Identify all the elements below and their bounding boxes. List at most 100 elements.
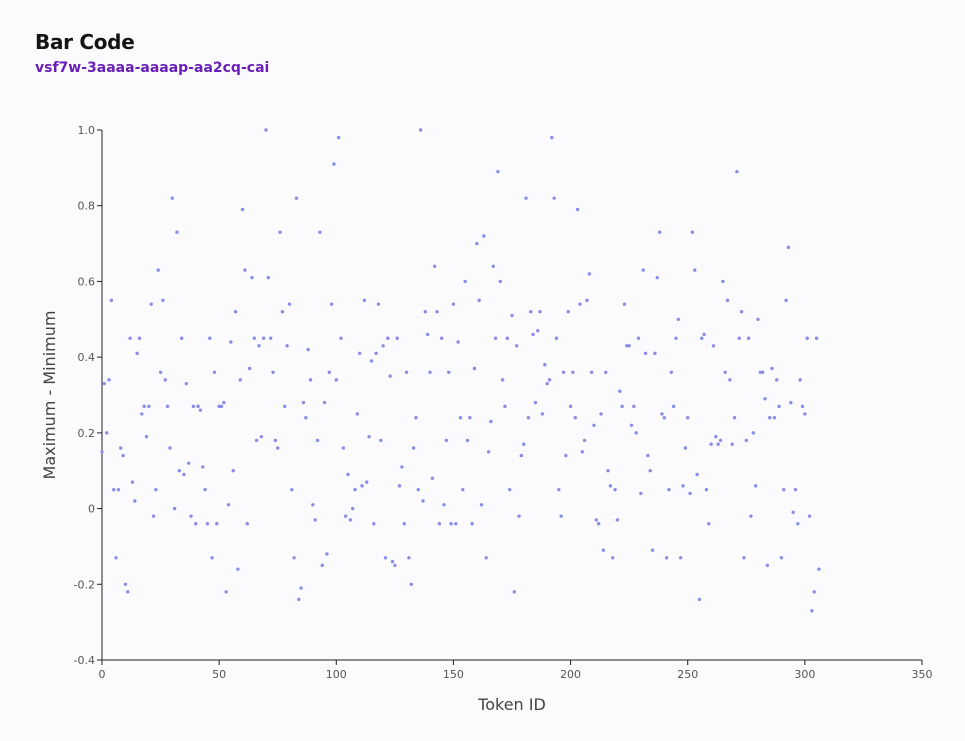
data-point xyxy=(524,196,528,200)
data-point xyxy=(346,472,350,477)
data-point xyxy=(578,302,582,306)
data-point xyxy=(386,336,390,340)
data-point xyxy=(158,370,163,374)
data-point xyxy=(674,336,678,340)
data-point xyxy=(379,438,383,443)
data-point xyxy=(100,450,104,454)
data-point xyxy=(566,310,570,314)
data-point xyxy=(517,514,521,518)
data-point xyxy=(514,344,519,348)
y-axis: -0.4 -0.2 0 0.2 0.4 0.6 0.8 1.0 xyxy=(74,124,103,667)
data-point xyxy=(613,487,617,492)
data-point xyxy=(552,196,556,200)
data-point xyxy=(147,404,151,409)
data-point xyxy=(133,499,137,503)
data-point xyxy=(618,389,622,393)
x-tick-label: 150 xyxy=(443,668,464,681)
data-point xyxy=(531,332,535,337)
data-point xyxy=(297,597,301,602)
data-point xyxy=(114,556,118,560)
data-point xyxy=(404,370,409,374)
data-point xyxy=(763,397,767,401)
data-point xyxy=(219,404,224,409)
data-point xyxy=(402,522,406,526)
data-point xyxy=(231,469,235,473)
data-point xyxy=(573,416,577,420)
data-point xyxy=(611,556,615,560)
data-point xyxy=(390,559,395,564)
data-point xyxy=(782,487,786,492)
data-point xyxy=(599,412,603,416)
data-point xyxy=(430,476,435,480)
data-point xyxy=(463,279,467,284)
data-point xyxy=(367,434,371,439)
data-point xyxy=(707,522,711,526)
data-point xyxy=(500,378,505,382)
x-tick-label: 200 xyxy=(560,668,581,681)
data-point xyxy=(728,378,732,382)
data-point xyxy=(119,446,123,450)
data-point xyxy=(479,503,484,507)
data-point xyxy=(210,556,214,560)
data-point xyxy=(760,370,765,374)
data-point xyxy=(104,431,109,435)
data-point xyxy=(482,234,486,238)
data-point xyxy=(247,366,252,371)
data-point xyxy=(585,298,589,303)
data-point xyxy=(753,484,758,488)
data-point xyxy=(779,556,784,560)
data-point xyxy=(311,503,315,507)
data-point xyxy=(789,400,793,405)
data-point xyxy=(290,487,294,492)
data-point xyxy=(533,400,538,405)
data-point xyxy=(208,336,212,340)
data-point xyxy=(512,590,517,594)
data-point xyxy=(700,336,704,340)
data-point xyxy=(475,241,479,246)
data-point xyxy=(543,363,547,367)
data-point xyxy=(739,310,744,314)
data-point xyxy=(676,317,681,321)
data-point xyxy=(561,370,566,374)
x-tick-label: 350 xyxy=(912,668,933,681)
data-point xyxy=(648,469,652,473)
data-point xyxy=(793,487,798,492)
x-tick-label: 0 xyxy=(99,668,106,681)
canister-id-subtitle: vsf7w-3aaaa-aaaap-aa2cq-cai xyxy=(35,60,270,76)
data-point xyxy=(388,374,392,378)
data-point xyxy=(299,586,303,590)
data-point xyxy=(109,298,114,303)
data-point xyxy=(189,514,193,518)
data-point xyxy=(254,438,259,443)
data-point xyxy=(184,381,189,386)
data-point xyxy=(172,506,177,511)
data-point xyxy=(365,480,369,484)
data-point xyxy=(414,416,418,420)
y-tick-label: 0 xyxy=(88,503,95,516)
data-point xyxy=(791,510,795,515)
data-point xyxy=(486,450,491,454)
data-point xyxy=(292,556,296,560)
data-point xyxy=(711,344,716,348)
data-point xyxy=(400,465,404,469)
data-point xyxy=(341,446,346,450)
data-point xyxy=(786,245,791,250)
data-point xyxy=(440,336,444,340)
data-point xyxy=(236,567,240,571)
data-point xyxy=(529,310,533,314)
data-point xyxy=(550,135,554,140)
data-point xyxy=(777,404,781,409)
data-point xyxy=(688,491,692,496)
data-point xyxy=(536,328,540,333)
data-point xyxy=(156,268,160,272)
data-point xyxy=(409,582,413,586)
data-point xyxy=(454,522,458,526)
data-point xyxy=(358,351,362,356)
data-point xyxy=(149,302,153,306)
data-point xyxy=(372,522,376,526)
data-point xyxy=(261,336,266,340)
data-point xyxy=(746,336,751,340)
data-point xyxy=(128,336,132,340)
data-point xyxy=(170,196,174,200)
